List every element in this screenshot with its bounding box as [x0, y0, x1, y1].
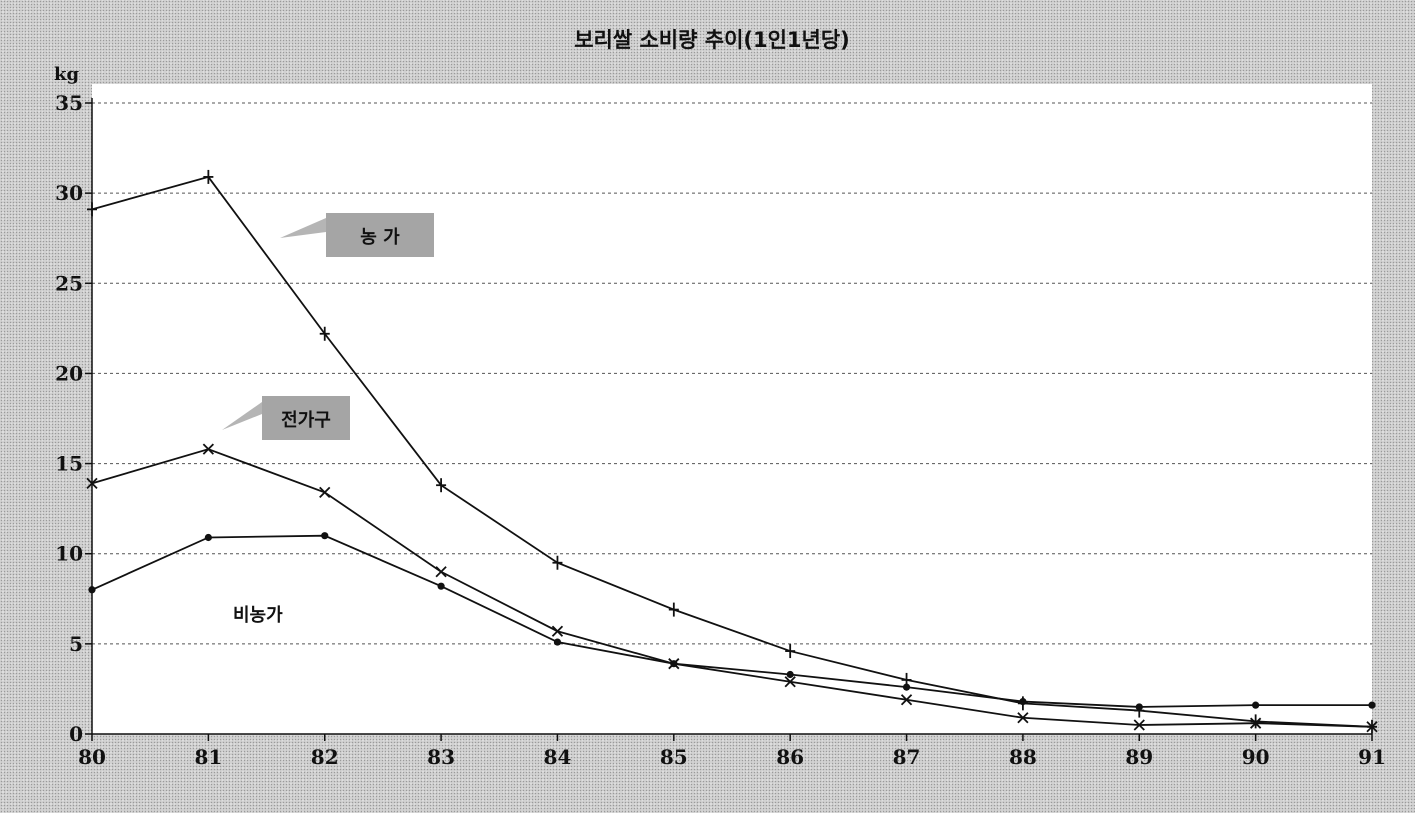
data-point-all-households [1249, 717, 1262, 729]
x-tick-label: 88 [1009, 745, 1037, 769]
data-point-all-households [1133, 719, 1145, 731]
marker-stroke [202, 443, 215, 455]
data-point-nonfarm [1135, 703, 1143, 711]
y-tick-label: 25 [55, 271, 83, 295]
data-point-farm [319, 326, 330, 341]
data-point-all-households [319, 486, 331, 499]
x-tick-label: 87 [893, 745, 921, 769]
y-axis-unit: kg [54, 64, 79, 85]
data-point-nonfarm [553, 638, 562, 646]
x-tick-label: 82 [311, 745, 339, 769]
x-tick-label: 90 [1242, 745, 1270, 769]
data-point-farm [1250, 714, 1261, 729]
data-point-nonfarm [1368, 701, 1376, 709]
series-label-farm: 농 가 [360, 227, 400, 248]
data-point-farm [87, 202, 97, 217]
marker-stroke [86, 477, 98, 490]
y-tick-label: 0 [69, 722, 83, 746]
callout-farm-box [326, 213, 434, 257]
chart-title: 보리쌀 소비량 추이(1인1년당) [574, 28, 850, 52]
data-point-all-households [551, 625, 564, 637]
data-point-all-households [86, 477, 98, 490]
data-point-nonfarm [902, 683, 911, 691]
x-tick-label: 83 [427, 745, 455, 769]
callout-all-households: 전가구 [222, 396, 350, 440]
marker-stroke [1366, 721, 1378, 733]
y-tick-label: 15 [55, 452, 83, 476]
marker-stroke [900, 694, 913, 706]
x-tick-label: 84 [544, 745, 572, 769]
x-tick-label: 89 [1125, 745, 1153, 769]
y-tick-label: 5 [69, 632, 83, 656]
callout-all-pointer [222, 402, 262, 430]
y-tick-label: 30 [55, 181, 83, 205]
data-point-farm [203, 169, 214, 184]
data-point-farm [436, 478, 447, 493]
data-point-nonfarm [321, 532, 329, 540]
callout-all-box [262, 396, 350, 440]
data-point-all-households [435, 566, 447, 578]
x-tick-label: 85 [660, 745, 688, 769]
data-point-all-households [202, 443, 215, 455]
series-line-nonfarm [91, 534, 1372, 708]
data-point-nonfarm [1252, 701, 1260, 709]
data-point-all-households [784, 676, 796, 688]
data-point-all-households [1366, 721, 1378, 733]
series-line-farm [91, 175, 1373, 728]
data-point-nonfarm [437, 582, 445, 590]
x-tick-label: 80 [78, 745, 106, 769]
series-line-all-households [91, 448, 1373, 728]
callout-farm: 농 가 [280, 213, 434, 257]
marker-stroke [551, 625, 564, 637]
data-point-farm [785, 644, 796, 659]
marker-stroke [435, 566, 447, 578]
x-tick-label: 86 [776, 745, 804, 769]
data-point-nonfarm [88, 586, 96, 594]
marker-stroke [784, 676, 796, 688]
axes: 0 5 10 15 20 25 30 35 80 81 82 83 84 85 86 87 88 89 90 91 [55, 91, 1386, 769]
marker-stroke [1249, 717, 1262, 729]
data-point-farm [668, 602, 679, 617]
data-point-nonfarm [1019, 697, 1027, 706]
series-label-all-households: 전가구 [281, 410, 331, 431]
x-tick-label: 81 [194, 745, 222, 769]
y-tick-label: 35 [55, 91, 83, 115]
marker-stroke [1017, 712, 1029, 724]
y-tick-label: 20 [55, 361, 83, 385]
marker-stroke [319, 486, 331, 499]
data-point-all-households [1017, 712, 1029, 724]
data-point-farm [552, 555, 563, 570]
data-point-nonfarm [204, 533, 212, 542]
series [86, 169, 1378, 734]
data-point-nonfarm [670, 660, 678, 668]
x-tick-label: 91 [1358, 745, 1386, 769]
series-label-nonfarm: 비농가 [233, 605, 283, 626]
callout-farm-pointer [280, 218, 326, 238]
data-point-all-households [900, 694, 913, 706]
data-point-nonfarm [786, 670, 794, 679]
marker-stroke [1133, 719, 1145, 731]
y-tick-label: 10 [55, 542, 83, 566]
